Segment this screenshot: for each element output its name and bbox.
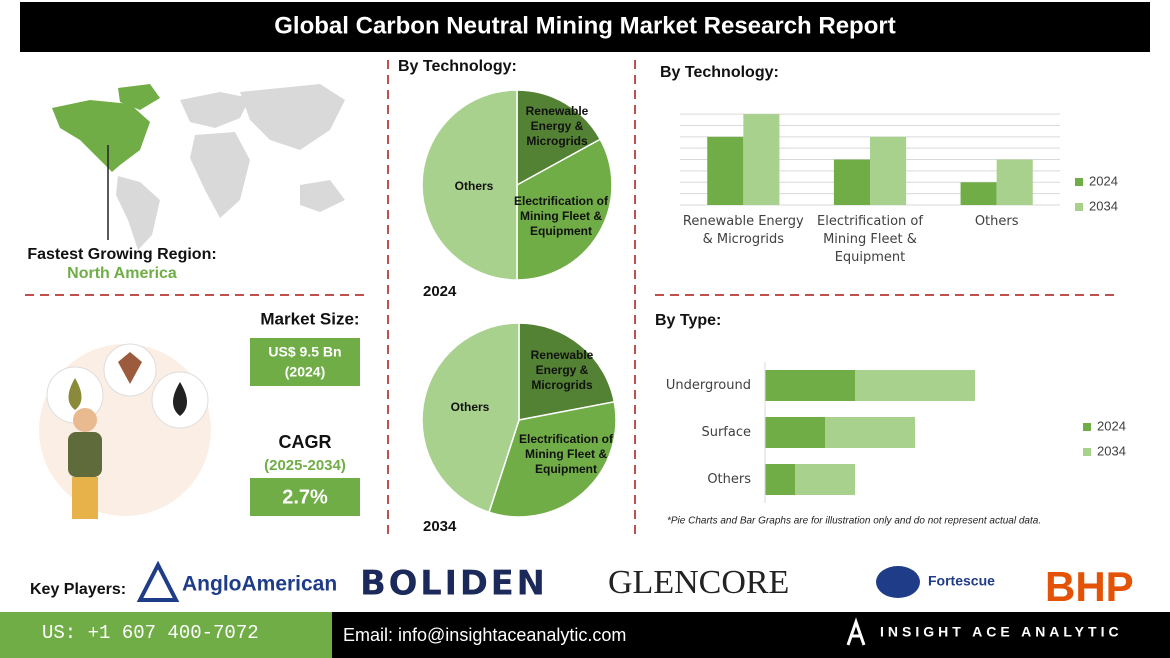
- legend-swatch: [1075, 203, 1083, 211]
- region-value: North America: [67, 265, 177, 282]
- market-size-year: (2024): [285, 364, 325, 380]
- bar: [707, 136, 744, 205]
- logo-icon: [876, 566, 920, 598]
- market-size-label: Market Size:: [260, 309, 359, 328]
- bar: [996, 159, 1033, 205]
- slice-label: Electrification of Mining Fleet & Equipm…: [513, 194, 608, 238]
- chart-title: By Technology:: [398, 58, 517, 75]
- brand: INSIGHT ACE ANALYTIC: [880, 624, 1123, 640]
- footer-band: [332, 612, 1170, 658]
- bar: [870, 136, 907, 205]
- legend-swatch: [1083, 448, 1091, 456]
- chart-title: By Type:: [655, 312, 721, 329]
- bar: [765, 464, 795, 495]
- pie-slice: [516, 138, 613, 281]
- legend-label: 2024: [1097, 418, 1126, 433]
- bar: [825, 417, 915, 448]
- chart-caption: 2024: [423, 283, 457, 300]
- brand-icon: [846, 617, 866, 646]
- slice-label-box: Renewable Energy & Microgrids: [530, 348, 594, 392]
- cagr-period: (2025-2034): [264, 457, 346, 474]
- bar: [855, 370, 975, 401]
- pie-slice: [421, 89, 518, 281]
- player-logo: BOLIDEN: [360, 564, 545, 604]
- bar: [765, 417, 825, 448]
- header-band: [20, 2, 1150, 52]
- chart-caption: 2034: [423, 518, 457, 535]
- legend-label: 2034: [1097, 443, 1126, 458]
- footer-phone-band: [0, 612, 332, 658]
- email: Email: info@insightaceanalytic.com: [343, 625, 626, 645]
- note: *Pie Charts and Bar Graphs are for illus…: [667, 516, 1041, 527]
- cagr-box: [250, 478, 360, 516]
- x-tick-label: Electrification of Mining Fleet & Equipm…: [817, 214, 923, 265]
- legend-label: 2034: [1089, 198, 1118, 213]
- world-map: [52, 84, 345, 250]
- key-players-label: Key Players:: [30, 581, 126, 598]
- bar: [833, 159, 870, 205]
- y-tick-label: Underground: [666, 378, 751, 393]
- pie-slice: [518, 322, 616, 421]
- x-tick-label: Renewable Energy & Microgrids: [682, 214, 804, 247]
- illustration: [39, 343, 211, 519]
- pie-slice: [488, 400, 617, 518]
- slice-label: Others: [450, 400, 490, 414]
- page-title: Global Carbon Neutral Mining Market Rese…: [274, 12, 895, 39]
- slice-label-box: Electrification of Mining Fleet & Equipm…: [513, 194, 608, 238]
- x-tick-label-box: Renewable Energy & Microgrids: [682, 214, 804, 247]
- legend-swatch: [1083, 423, 1091, 431]
- bar: [795, 464, 855, 495]
- bar: [765, 370, 855, 401]
- chart-title: By Technology:: [660, 64, 779, 81]
- slice-label: Electrification of Mining Fleet & Equipm…: [518, 432, 613, 476]
- legend-label: 2024: [1089, 173, 1118, 188]
- player-logo: GLENCORE: [608, 564, 789, 601]
- slice-label-box: Others: [454, 179, 494, 193]
- cagr-label: CAGR: [279, 432, 332, 452]
- player-logo: Fortescue: [928, 573, 995, 589]
- slice-label: Others: [454, 179, 494, 193]
- market-size-value: US$ 9.5 Bn: [268, 344, 341, 360]
- player-logo: BHP: [1045, 563, 1134, 610]
- market-size-box: [250, 338, 360, 386]
- x-tick-label: Others: [974, 214, 1019, 229]
- slice-label: Renewable Energy & Microgrids: [525, 104, 589, 148]
- slice-label: Renewable Energy & Microgrids: [530, 348, 594, 392]
- x-tick-label-box: Electrification of Mining Fleet & Equipm…: [817, 214, 923, 265]
- bar: [743, 114, 780, 205]
- slice-label-box: Others: [450, 400, 490, 414]
- phone: US: +1 607 400-7072: [42, 622, 259, 644]
- pie-slice: [516, 89, 602, 187]
- x-tick-label-box: Others: [974, 214, 1019, 229]
- y-tick-label: Others: [707, 472, 751, 487]
- legend-swatch: [1075, 178, 1083, 186]
- y-tick-label: Surface: [701, 425, 751, 440]
- slice-label-box: Renewable Energy & Microgrids: [525, 104, 589, 148]
- bar: [960, 182, 997, 205]
- region-label: Fastest Growing Region:: [27, 246, 216, 263]
- pie-slice: [421, 322, 520, 514]
- logo-icon: [136, 560, 180, 602]
- slice-label-box: Electrification of Mining Fleet & Equipm…: [518, 432, 613, 476]
- cagr-value: 2.7%: [282, 486, 328, 508]
- player-logo: AngloAmerican: [182, 573, 337, 596]
